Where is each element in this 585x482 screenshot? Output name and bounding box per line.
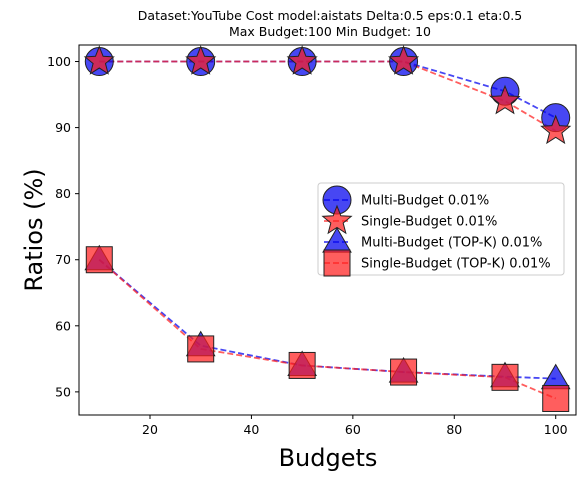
series-4-point	[390, 358, 418, 386]
x-tick-label: 80	[446, 422, 462, 437]
x-tick-label: 100	[544, 422, 568, 437]
series-2-point	[185, 45, 217, 75]
legend-label: Single-Budget (TOP-K) 0.01%	[361, 257, 551, 272]
plot-area	[83, 45, 572, 412]
series-2-point	[286, 45, 318, 75]
legend-label: Multi-Budget (TOP-K) 0.01%	[361, 236, 542, 251]
y-axis: 50 60 70 80 90 100	[47, 54, 79, 399]
series-line-3	[98, 259, 556, 380]
legend-label: Single-Budget 0.01%	[361, 215, 497, 230]
y-tick-label: 60	[55, 318, 71, 333]
y-tick-label: 50	[55, 384, 71, 399]
x-tick-label: 60	[345, 422, 361, 437]
legend-marker-square	[323, 249, 351, 277]
x-tick-label: 20	[142, 422, 158, 437]
series-4-point	[542, 384, 570, 412]
series-4-point	[491, 363, 519, 391]
series-line-4	[98, 259, 557, 400]
series-2-point	[489, 84, 521, 115]
series-2-point	[388, 45, 420, 75]
chart-title-line-2: Max Budget:100 Min Budget: 10	[229, 24, 431, 39]
y-tick-label: 90	[55, 120, 71, 135]
legend: Multi-Budget 0.01% Single-Budget 0.01% Mul…	[317, 182, 565, 277]
series-line-1	[99, 60, 557, 119]
legend-label: Multi-Budget 0.01%	[361, 194, 489, 209]
series-4-point	[187, 335, 215, 363]
y-tick-label: 70	[55, 252, 71, 267]
x-tick-label: 40	[243, 422, 259, 437]
legend-frame	[317, 182, 565, 276]
chart-title-line-1: Dataset:YouTube Cost model:aistats Delta…	[138, 8, 522, 23]
series-2-point	[83, 45, 115, 75]
x-axis-label: Budgets	[279, 444, 378, 472]
series-line-2	[99, 60, 557, 132]
plot-frame	[78, 44, 577, 416]
x-axis: 20 40 60 80 100	[142, 415, 568, 437]
series-4-point	[85, 246, 113, 274]
y-tick-label: 80	[55, 186, 71, 201]
series-4-point	[288, 351, 316, 379]
y-axis-label: Ratios (%)	[20, 168, 48, 291]
y-tick-label: 100	[47, 54, 71, 69]
series-2-point	[540, 114, 572, 145]
